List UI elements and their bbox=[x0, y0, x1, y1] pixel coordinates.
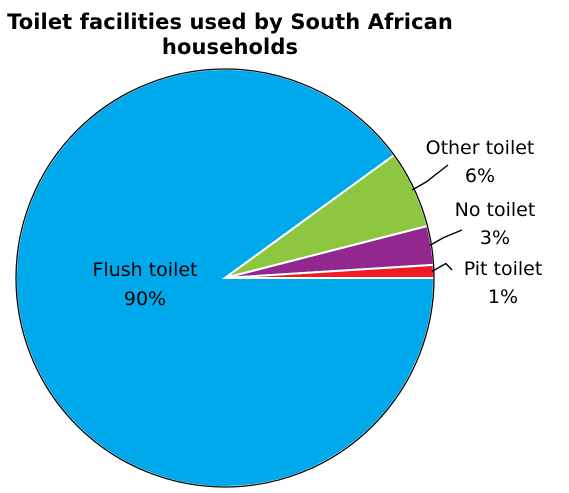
slice-label-pit-toilet-value: 1% bbox=[488, 286, 518, 308]
leader-lines bbox=[411, 164, 463, 273]
chart-title-line-2: households bbox=[161, 35, 299, 59]
slice-label-no-toilet-name: No toilet bbox=[455, 199, 536, 221]
slice-label-flush-toilet-value: 90% bbox=[124, 288, 166, 310]
pie-slices bbox=[15, 68, 436, 488]
slice-label-other-toilet-value: 6% bbox=[465, 165, 495, 187]
leader-line-no-toilet bbox=[429, 229, 463, 247]
pie-outline bbox=[15, 68, 435, 488]
slice-label-other-toilet-name: Other toilet bbox=[426, 137, 535, 159]
chart-title-line-1: Toilet facilities used by South African bbox=[7, 10, 453, 34]
slice-label-no-toilet-value: 3% bbox=[480, 227, 510, 249]
slice-label-pit-toilet-name: Pit toilet bbox=[464, 258, 543, 280]
leader-line-other-toilet bbox=[411, 164, 449, 191]
slice-label-flush-toilet-name: Flush toilet bbox=[92, 259, 197, 281]
leader-line-pit-toilet bbox=[431, 262, 453, 273]
